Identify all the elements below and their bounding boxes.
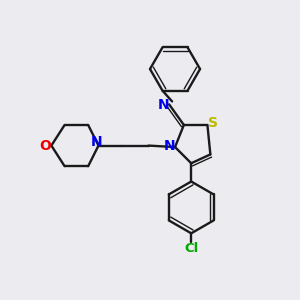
Text: S: S: [208, 116, 218, 130]
Text: N: N: [164, 139, 176, 153]
Text: N: N: [91, 135, 103, 149]
Text: O: O: [39, 139, 51, 153]
Text: N: N: [158, 98, 169, 112]
Text: Cl: Cl: [185, 242, 199, 255]
